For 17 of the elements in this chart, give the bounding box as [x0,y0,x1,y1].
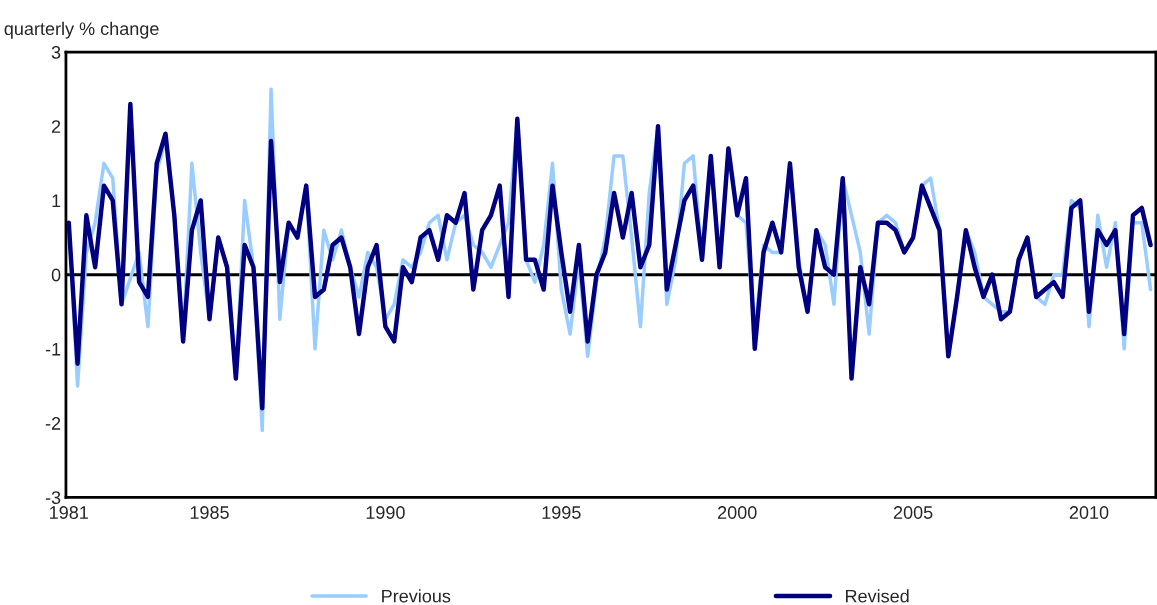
x-tick-label: 2005 [893,506,933,519]
y-axis-title: quarterly % change [4,21,159,39]
legend-label: Previous [382,589,451,603]
x-tick-label: 1981 [50,506,88,519]
y-tick-label: -1 [45,343,61,356]
y-tick-label: 3 [51,45,61,59]
y-tick-label: -3 [45,491,61,505]
x-tick-label: 1985 [190,506,229,519]
y-tick-label: 2 [51,120,61,133]
x-tick-label: 2010 [1069,506,1109,519]
x-tick-label: 1990 [366,506,405,519]
legend-label: Revised [846,589,909,603]
y-tick-label: 0 [51,268,61,282]
x-tick-label: 1995 [542,506,581,519]
y-tick-label: -2 [45,417,61,430]
y-tick-label: 1 [52,194,61,207]
x-tick-label: 2000 [718,506,757,519]
